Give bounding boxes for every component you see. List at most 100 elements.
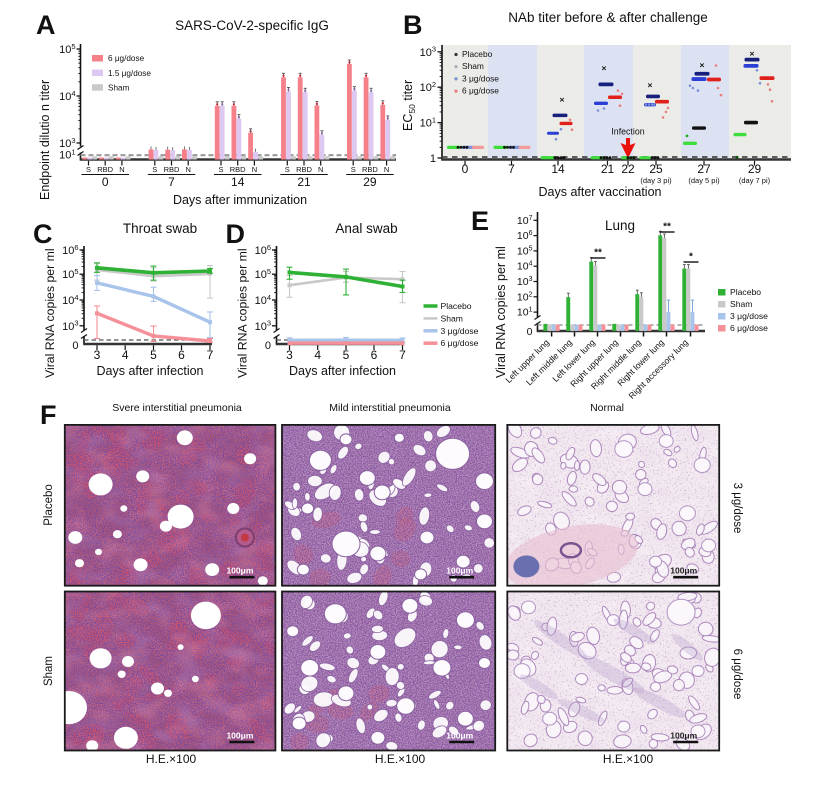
svg-text:100μm: 100μm [670,731,697,741]
svg-text:N: N [384,165,389,174]
svg-text:6 μg/dose: 6 μg/dose [441,338,479,348]
svg-text:Mild interstitial pneumonia: Mild interstitial pneumonia [329,402,451,414]
svg-text:Viral RNA copies per ml: Viral RNA copies per ml [236,248,250,378]
svg-text:RBD: RBD [362,165,378,174]
svg-text:3 μg/dose: 3 μg/dose [731,483,743,534]
svg-text:E: E [471,206,489,236]
svg-text:0: 0 [72,340,78,352]
svg-text:22: 22 [621,162,635,176]
svg-text:Days after infection: Days after infection [97,364,204,378]
svg-text:7: 7 [508,162,515,176]
svg-text:Viral RNA copies per ml: Viral RNA copies per ml [43,248,57,378]
svg-text:Svere interstitial pneumonia: Svere interstitial pneumonia [112,402,242,414]
svg-text:5: 5 [343,348,350,362]
svg-text:(day 5 pi): (day 5 pi) [688,176,720,185]
svg-text:7: 7 [207,348,214,362]
svg-text:Placebo: Placebo [730,287,761,297]
svg-text:7: 7 [399,348,406,362]
svg-text:6: 6 [371,348,378,362]
svg-text:N: N [119,165,124,174]
svg-text:Days after immunization: Days after immunization [173,193,307,207]
svg-text:6 μg/dose: 6 μg/dose [731,649,743,700]
svg-text:Placebo: Placebo [441,301,472,311]
svg-text:0: 0 [265,340,271,352]
svg-text:3: 3 [94,348,101,362]
svg-text:S: S [351,165,356,174]
svg-text:×: × [602,63,607,73]
svg-text:Sham: Sham [441,313,463,323]
svg-text:H.E.×100: H.E.×100 [146,752,197,766]
svg-text:Sham: Sham [108,83,130,92]
svg-text:3 μg/dose: 3 μg/dose [462,73,499,83]
svg-text:Lung: Lung [605,218,635,233]
svg-text:B: B [403,10,423,40]
svg-text:×: × [700,60,705,70]
svg-text:F: F [40,400,57,430]
svg-text:Viral RNA copies per ml: Viral RNA copies per ml [494,246,508,378]
svg-text:4: 4 [122,348,129,362]
svg-text:29: 29 [748,162,762,176]
svg-text:×: × [648,80,653,90]
svg-text:*: * [689,252,693,263]
svg-text:N: N [252,165,257,174]
svg-text:Throat swab: Throat swab [123,221,197,236]
svg-text:Days after vaccination: Days after vaccination [539,185,662,199]
svg-text:RBD: RBD [164,165,180,174]
svg-text:RBD: RBD [230,165,246,174]
svg-text:3 μg/dose: 3 μg/dose [441,326,479,336]
svg-text:14: 14 [231,175,245,189]
svg-text:21: 21 [601,162,615,176]
svg-text:RBD: RBD [296,165,312,174]
svg-text:6: 6 [178,348,185,362]
svg-text:Sham: Sham [43,656,55,686]
svg-text:0: 0 [462,162,469,176]
svg-text:Sham: Sham [462,61,484,71]
svg-text:(day 3 pi): (day 3 pi) [640,176,672,185]
svg-text:3 μg/dose: 3 μg/dose [730,311,768,321]
svg-text:1.5 μg/dose: 1.5 μg/dose [108,69,151,78]
svg-text:H.E.×100: H.E.×100 [375,752,426,766]
svg-text:27: 27 [697,162,711,176]
svg-text:3: 3 [286,348,293,362]
svg-text:6 μg/dose: 6 μg/dose [730,323,768,333]
svg-text:29: 29 [363,175,377,189]
svg-text:4: 4 [314,348,321,362]
svg-text:S: S [86,165,91,174]
svg-text:100μm: 100μm [446,566,473,576]
svg-text:Endpoint dilutio n titer: Endpoint dilutio n titer [38,80,52,200]
svg-text:NAb titer before & after chall: NAb titer before & after challenge [508,10,708,25]
svg-text:21: 21 [297,175,311,189]
svg-text:Infection: Infection [611,127,644,137]
svg-text:1: 1 [430,153,436,165]
svg-text:6 μg/dose: 6 μg/dose [108,54,145,63]
svg-text:SARS-CoV-2-specific IgG: SARS-CoV-2-specific IgG [175,18,329,33]
svg-text:×: × [750,48,755,58]
svg-text:100μm: 100μm [226,566,253,576]
svg-text:D: D [226,219,246,249]
svg-text:×: × [560,95,565,105]
svg-text:S: S [152,165,157,174]
svg-text:C: C [33,219,53,249]
svg-text:6 μg/dose: 6 μg/dose [462,86,499,96]
svg-text:7: 7 [168,175,175,189]
svg-text:Placebo: Placebo [462,49,493,59]
svg-text:A: A [36,10,56,40]
svg-text:N: N [185,165,190,174]
svg-text:S: S [285,165,290,174]
svg-text:100μm: 100μm [446,731,473,741]
svg-text:5: 5 [150,348,157,362]
svg-text:EC50 titer: EC50 titer [401,80,417,131]
svg-text:100μm: 100μm [226,731,253,741]
svg-text:**: ** [594,248,602,259]
svg-text:H.E.×100: H.E.×100 [603,752,654,766]
svg-text:0: 0 [527,326,533,338]
svg-text:**: ** [663,222,671,233]
svg-text:25: 25 [649,162,663,176]
svg-text:100μm: 100μm [670,566,697,576]
svg-text:Placebo: Placebo [43,484,55,526]
svg-text:Sham: Sham [730,299,752,309]
svg-text:N: N [318,165,323,174]
svg-text:14: 14 [551,162,565,176]
svg-text:Days after infection: Days after infection [289,364,396,378]
svg-text:Anal swab: Anal swab [335,221,397,236]
